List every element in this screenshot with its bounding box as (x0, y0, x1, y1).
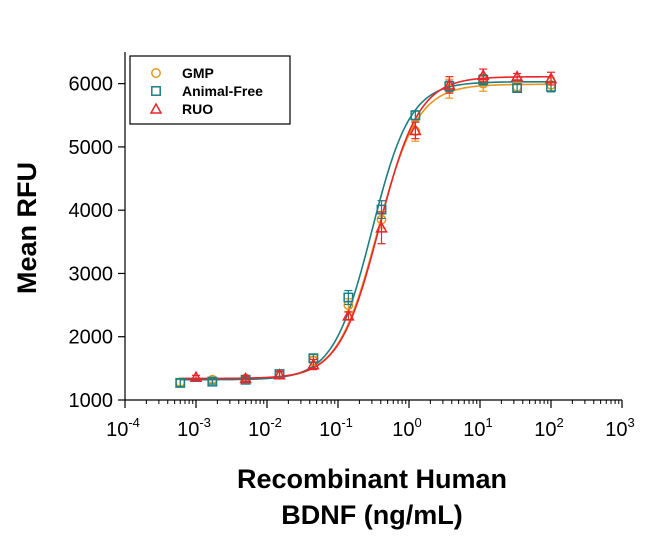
data-point-ruo (273, 368, 286, 380)
x-tick-exponent: -3 (199, 415, 211, 430)
data-point-ruo (342, 309, 355, 321)
y-tick-label: 2000 (69, 327, 114, 349)
y-axis-title: Mean RFU (12, 162, 42, 294)
axis-titles: Recombinant Human BDNF (ng/mL) Mean RFU (12, 162, 507, 530)
data-point-animal-free (512, 83, 523, 94)
x-tick-label: 102 (534, 415, 563, 441)
x-tick-exponent: -4 (128, 415, 140, 430)
fit-curve-gmp (180, 83, 551, 380)
x-tick-exponent: 0 (415, 415, 422, 430)
x-axis-title-line: Recombinant Human (237, 464, 507, 494)
x-tick-exponent: 1 (486, 415, 493, 430)
data-point-ruo (239, 371, 252, 384)
legend: GMP Animal-Free RUO (129, 55, 291, 125)
data-point-ruo (409, 123, 422, 136)
data-points (175, 68, 558, 388)
legend-label-gmp: GMP (182, 65, 214, 81)
data-point-ruo (476, 68, 490, 81)
x-tick-base: 10 (319, 419, 341, 441)
x-tick-base: 10 (534, 419, 556, 441)
y-tick-label: 5000 (69, 137, 114, 159)
legend-marker-gmp (151, 68, 161, 78)
y-tick-label: 1000 (69, 390, 114, 412)
fit-curve-animal-free (180, 80, 551, 381)
y-tick-label: 3000 (69, 263, 114, 285)
y-tick-label: 4000 (69, 200, 114, 222)
x-tick-exponent: -1 (341, 415, 353, 430)
data-point-ruo (375, 221, 388, 233)
data-point-ruo (544, 72, 558, 84)
x-tick-base: 10 (392, 419, 414, 441)
x-tick-exponent: -2 (270, 415, 282, 430)
data-point-ruo (510, 70, 524, 82)
data-point-animal-free (175, 377, 186, 388)
x-tick-base: 10 (106, 419, 128, 441)
data-point-animal-free (343, 292, 354, 303)
data-point-animal-free (410, 110, 421, 121)
x-tick-exponent: 2 (557, 415, 564, 430)
data-point-ruo (189, 370, 203, 382)
legend-marker-animal-free (151, 86, 161, 96)
legend-marker-ruo (149, 102, 163, 114)
x-tick-base: 10 (248, 419, 270, 441)
y-tick-label: 6000 (69, 74, 114, 96)
x-tick-label: 100 (392, 415, 421, 441)
data-point-ruo (443, 78, 456, 90)
x-tick-label: 101 (463, 415, 492, 441)
x-tick-base: 10 (605, 419, 627, 441)
data-point-animal-free (207, 376, 218, 387)
legend-label-ruo: RUO (182, 101, 213, 117)
x-axis-title-line: BDNF (ng/mL) (281, 500, 462, 530)
legend-label-animal-free: Animal-Free (182, 83, 263, 99)
x-tick-label: 10-2 (248, 415, 282, 441)
x-tick-base: 10 (177, 419, 199, 441)
x-tick-label: 10-3 (177, 415, 211, 441)
x-tick-exponent: 3 (628, 415, 635, 430)
x-tick-base: 10 (463, 419, 485, 441)
x-tick-label: 103 (605, 415, 634, 441)
data-point-ruo (307, 358, 320, 370)
x-tick-label: 10-4 (106, 415, 140, 441)
x-tick-label: 10-1 (319, 415, 353, 441)
